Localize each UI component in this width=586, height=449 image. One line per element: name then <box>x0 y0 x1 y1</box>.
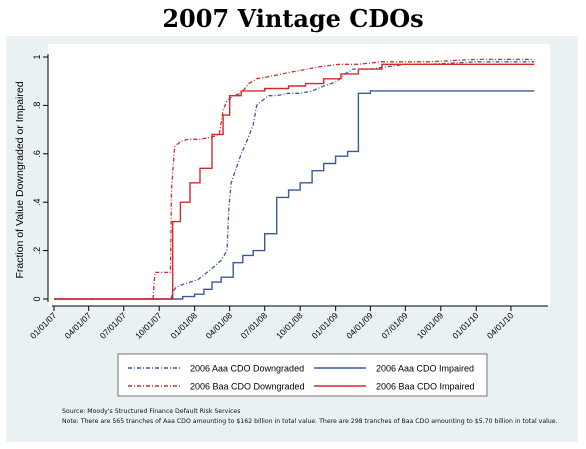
y-tick-label: .4 <box>32 198 42 206</box>
x-tick-label: 01/01/08 <box>169 310 200 341</box>
plot-area <box>48 44 550 306</box>
legend-label-1: 2006 Aaa CDO Downgraded <box>190 364 304 374</box>
y-tick-label: .6 <box>32 150 42 158</box>
x-tick-label: 07/01/07 <box>98 310 129 341</box>
x-tick-label: 01/01/09 <box>310 310 341 341</box>
footnote: Note: There are 565 tranches of Aaa CDO … <box>62 418 558 425</box>
series-line-2 <box>54 58 535 300</box>
chart-svg: 0.2.4.6.81 01/01/07 04/01/07 07/01/07 10/01… <box>14 44 550 397</box>
chart-title: 2007 Vintage CDOs <box>162 4 424 33</box>
legend-label-3: 2006 Aaa CDO Impaired <box>376 364 474 374</box>
x-tick-label: 04/01/09 <box>344 310 375 341</box>
series-line-3 <box>54 90 535 300</box>
y-tick-label: .8 <box>32 102 42 110</box>
x-tick-label: 10/01/09 <box>415 310 446 341</box>
x-tick-label: 01/01/07 <box>28 310 59 341</box>
y-tick-label: .2 <box>32 247 42 255</box>
x-tick-label: 10/01/07 <box>133 310 164 341</box>
x-tick-label: 07/01/09 <box>379 310 410 341</box>
y-axis-label: Fraction of Value Downgraded or Impaired <box>14 81 26 278</box>
x-tick-label: 04/01/10 <box>485 310 516 341</box>
x-tick-label: 04/01/08 <box>204 310 235 341</box>
series-line-1 <box>54 61 535 300</box>
x-tick-label: 04/01/07 <box>63 310 94 341</box>
x-tick-label: 07/01/08 <box>239 310 270 341</box>
x-tick-label: 10/01/08 <box>274 310 305 341</box>
chart-panel: 0.2.4.6.8 1 01/01/07 04/01/07 07/01/07 10/01… <box>6 36 578 442</box>
y-tick-label: 0 <box>32 296 42 301</box>
y-tick-label: 1 <box>32 54 42 59</box>
legend: 2006 Aaa CDO Downgraded 2006 Baa CDO Down… <box>117 353 488 397</box>
x-tick-label: 01/01/10 <box>450 310 481 341</box>
series-line-4 <box>54 63 535 300</box>
legend-label-4: 2006 Baa CDO Impaired <box>376 382 475 392</box>
legend-label-2: 2006 Baa CDO Downgraded <box>190 382 305 392</box>
source-note: Source: Moody's Structured Finance Defau… <box>62 408 241 415</box>
